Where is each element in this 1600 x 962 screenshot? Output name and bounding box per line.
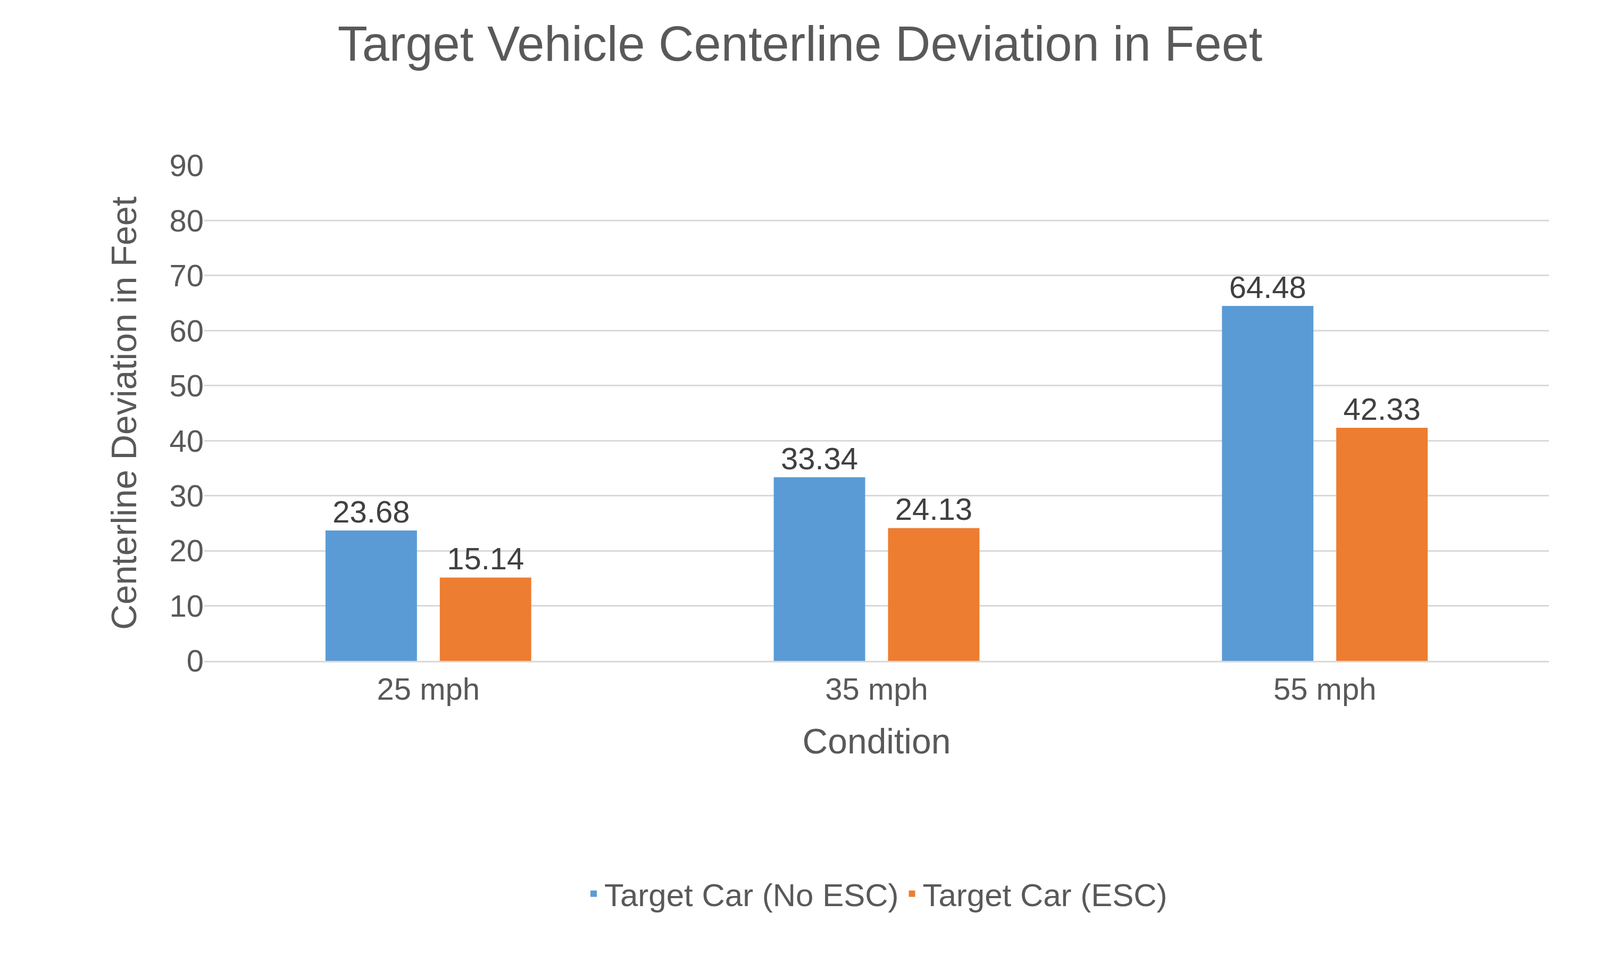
svg-text:0: 0: [186, 643, 204, 678]
svg-text:24.13: 24.13: [895, 491, 973, 527]
svg-text:23.68: 23.68: [332, 494, 410, 529]
svg-text:Target Car (No ESC): Target Car (No ESC): [604, 877, 899, 913]
svg-text:Condition: Condition: [802, 721, 952, 761]
svg-text:Target Vehicle Centerline Devi: Target Vehicle Centerline Deviation in F…: [337, 16, 1263, 71]
svg-text:70: 70: [169, 257, 204, 293]
svg-text:40: 40: [169, 423, 204, 458]
svg-text:42.33: 42.33: [1343, 391, 1421, 427]
svg-text:80: 80: [169, 203, 204, 238]
svg-text:Centerline Deviation in Feet: Centerline Deviation in Feet: [104, 196, 144, 630]
svg-text:55 mph: 55 mph: [1273, 671, 1377, 706]
svg-text:60: 60: [169, 313, 204, 348]
svg-text:64.48: 64.48: [1229, 269, 1307, 305]
svg-text:90: 90: [169, 147, 204, 183]
svg-text:Target Car (ESC): Target Car (ESC): [922, 877, 1168, 913]
svg-text:10: 10: [169, 588, 204, 623]
svg-text:35 mph: 35 mph: [825, 671, 928, 706]
svg-text:25 mph: 25 mph: [377, 671, 480, 706]
svg-text:20: 20: [169, 532, 204, 568]
svg-text:15.14: 15.14: [446, 540, 524, 576]
svg-text:50: 50: [169, 368, 204, 403]
svg-text:30: 30: [169, 478, 204, 513]
svg-text:33.34: 33.34: [780, 440, 858, 476]
